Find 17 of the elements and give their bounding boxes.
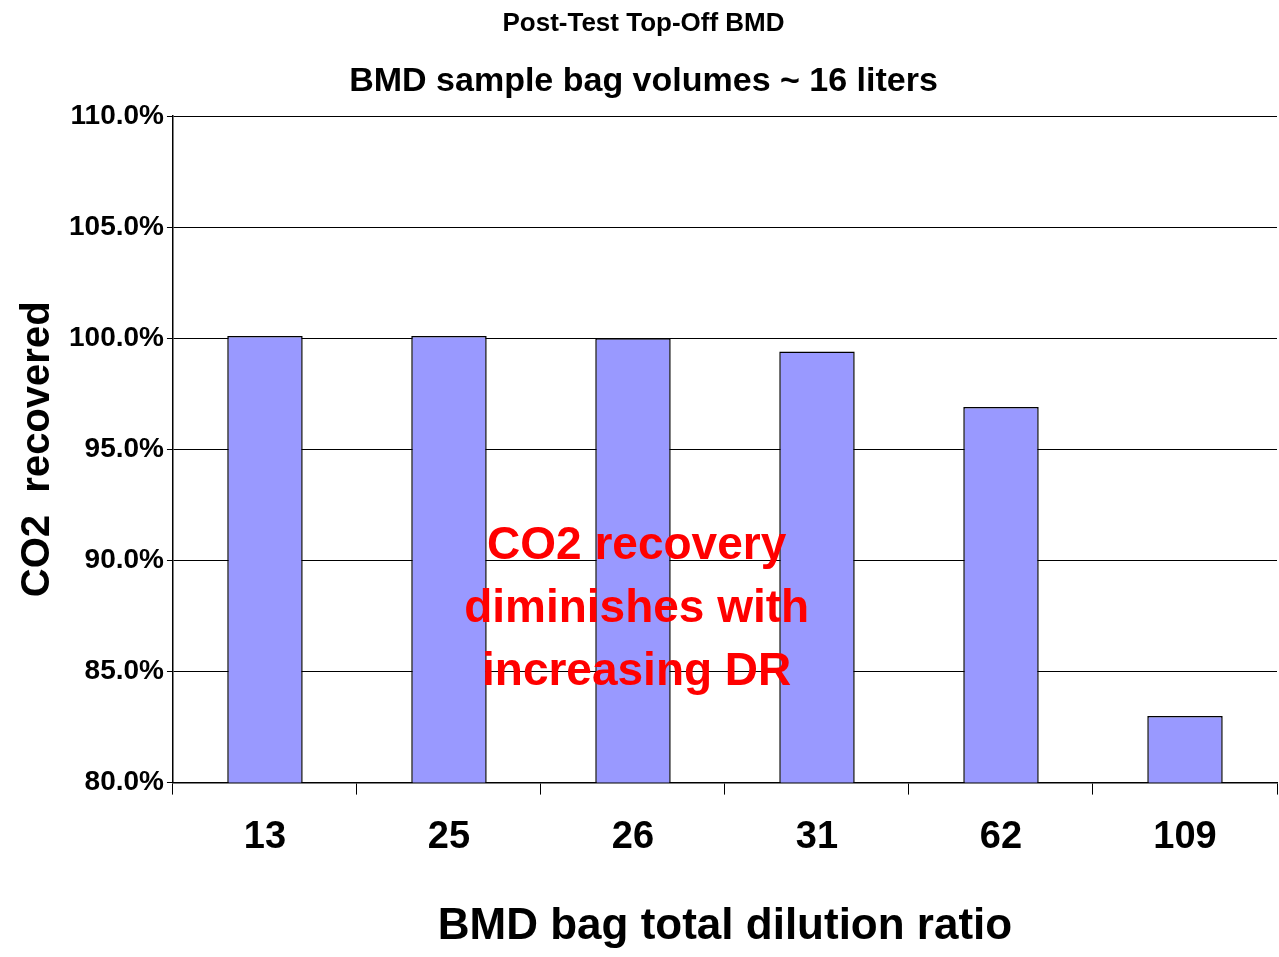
y-tick-label: 110.0% bbox=[70, 98, 165, 130]
chart-title: Post-Test Top-Off BMD bbox=[502, 6, 785, 37]
x-axis-title: BMD bag total dilution ratio bbox=[437, 898, 1013, 948]
x-tick-label: 31 bbox=[795, 813, 839, 856]
y-tick-label: 80.0% bbox=[84, 765, 165, 797]
x-tick-label: 13 bbox=[243, 813, 287, 856]
x-tick-label: 109 bbox=[1153, 813, 1217, 856]
y-tick-label: 105.0% bbox=[69, 209, 165, 241]
x-tick-label: 25 bbox=[427, 813, 471, 856]
y-axis-title: CO2 recovered bbox=[13, 301, 58, 598]
chart-subtitle: BMD sample bag volumes ~ 16 liters bbox=[349, 59, 938, 98]
y-tick-label: 90.0% bbox=[84, 543, 165, 575]
y-tick-label: 100.0% bbox=[69, 320, 165, 352]
y-tick-label: 95.0% bbox=[84, 432, 165, 464]
x-tick-label: 26 bbox=[611, 813, 655, 856]
x-tick-label: 62 bbox=[979, 813, 1023, 856]
y-tick-label: 85.0% bbox=[84, 654, 165, 686]
